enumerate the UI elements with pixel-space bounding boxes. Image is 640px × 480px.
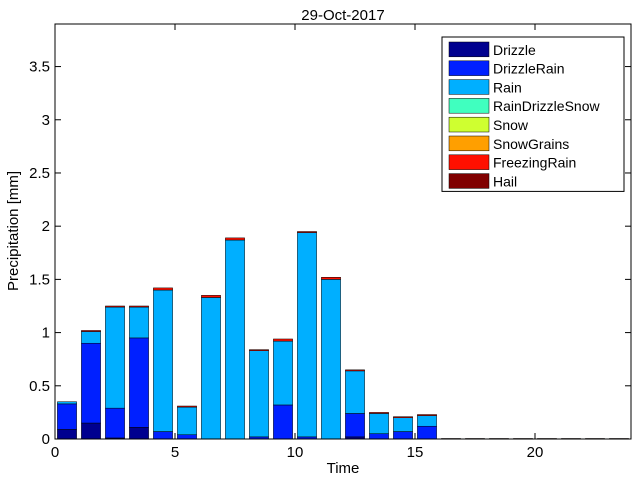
bar-segment-drizzle-0 [57,429,77,440]
legend-label-freezingrain: FreezingRain [493,155,576,171]
x-tick-label: 15 [407,444,424,461]
legend-label-snow: Snow [493,117,529,133]
y-tick-label: 0 [42,431,50,448]
bar-segment-freezingrain-6 [201,295,221,298]
bar-segment-drizzlerain-4 [153,431,173,440]
legend-swatch-drizzlerain [448,60,490,76]
bar-segment-rain-1 [81,331,101,344]
bar-segment-rain-2 [105,306,125,409]
bar-segment-rain-7 [225,239,245,440]
y-tick-label: 1 [42,325,50,342]
bar-segment-rain-15 [417,415,437,427]
y-tick-label: 0.5 [29,378,50,395]
bar-segment-drizzlerain-2 [105,407,125,439]
legend-swatch-snow [448,116,490,133]
bar-segment-drizzlerain-13 [369,433,389,440]
legend-swatch-snowgrains [448,135,490,152]
plot-frame [54,23,632,440]
bar-segment-freezingrain-2 [105,305,125,308]
legend-label-drizzlerain: DrizzleRain [493,61,565,77]
bar-segment-freezingrain-7 [225,237,245,241]
bar-segment-freezingrain-15 [417,414,437,416]
bar-segment-drizzle-3 [129,427,149,440]
bar-segment-freezingrain-1 [81,330,101,332]
x-tick-label: 5 [171,444,179,461]
y-tick-label: 2.5 [29,165,50,182]
y-tick-label: 1.5 [29,271,50,288]
legend-label-snowgrains: SnowGrains [493,136,569,152]
x-axis-ticks: 0 5 10 15 20 [51,24,544,461]
bar-segment-drizzlerain-1 [81,342,101,424]
bar-segment-freezingrain-8 [249,349,269,351]
y-tick-label: 3.5 [29,59,50,76]
bar-segment-rain-10 [297,232,317,438]
bar-segment-rain-0 [57,401,77,405]
x-tick-label: 10 [287,444,304,461]
bar-segment-drizzlerain-15 [417,425,437,440]
bar-segment-freezingrain-4 [153,287,173,291]
legend-swatch-hail [448,173,490,189]
y-tick-label: 3 [42,112,50,129]
y-tick-label: 2 [42,218,50,235]
bar-segment-drizzlerain-3 [129,337,149,428]
x-axis-title: Time [327,460,360,477]
bar-segment-rain-8 [249,350,269,438]
bar-segment-drizzle-1 [81,422,101,440]
legend-label-hail: Hail [493,173,517,189]
bar-segment-rain-13 [369,413,389,434]
legend-swatch-raindrizzlesnow [448,98,490,114]
bar-segment-freezingrain-3 [129,305,149,308]
legend: Drizzle DrizzleRain Rain RainDrizzleSnow Sno… [441,36,625,192]
legend-swatch-rain [448,79,490,95]
bar-segment-rain-9 [273,340,293,406]
chart-title: 29-Oct-2017 [301,7,384,24]
bar-segment-freezingrain-5 [177,405,197,408]
bar-segment-rain-6 [201,297,221,440]
bar-segment-rain-5 [177,406,197,435]
bar-segment-rain-12 [345,370,365,414]
legend-label-rain: Rain [493,79,522,95]
x-tick-label: 20 [527,444,544,461]
bar-segment-rain-4 [153,289,173,432]
x-tick-label: 0 [51,444,59,461]
bar-segment-drizzlerain-5 [177,434,197,440]
y-axis-ticks: 0 0.5 1 1.5 2 2.5 3 3.5 [29,59,631,448]
bar-segment-drizzlerain-0 [57,403,77,430]
bar-segment-freezingrain-14 [393,416,413,418]
bars-group [57,231,629,440]
bar-segment-freezingrain-10 [297,231,317,233]
bar-segment-freezingrain-12 [345,369,365,372]
bar-segment-freezingrain-11 [321,277,341,280]
legend-label-raindrizzlesnow: RainDrizzleSnow [493,98,600,114]
bar-segment-drizzlerain-14 [393,431,413,440]
legend-swatch-drizzle [448,41,490,58]
bar-segment-rain-14 [393,417,413,432]
legend-swatch-freezingrain [448,154,490,170]
legend-label-drizzle: Drizzle [493,42,536,58]
bar-segment-freezingrain-13 [369,412,389,414]
bar-segment-rain-11 [321,279,341,440]
bar-segment-freezingrain-9 [273,338,293,342]
y-axis-title: Precipitation [mm] [5,171,22,291]
bar-segment-drizzlerain-12 [345,413,365,438]
bar-segment-rain-3 [129,306,149,339]
bar-segment-drizzlerain-9 [273,404,293,440]
